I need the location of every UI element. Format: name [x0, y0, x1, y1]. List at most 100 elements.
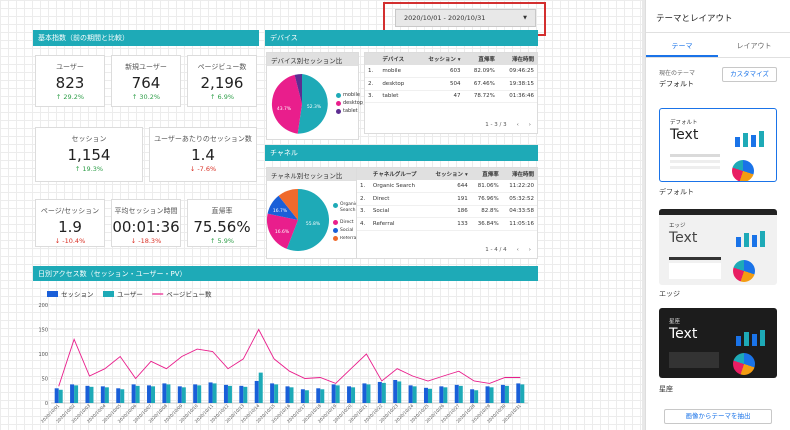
table-row[interactable]: 1. mobile 603 82.09% 09:46:25 [365, 65, 537, 78]
theme-thumb-sample: Text [670, 127, 699, 143]
bar-sessions [254, 380, 259, 403]
cell: tablet [379, 90, 415, 103]
bar-users [366, 384, 371, 403]
col-header[interactable]: 滞在時間 [501, 168, 537, 180]
col-header[interactable]: セッション ▾ [426, 168, 471, 180]
section-basic-header: 基本指数（前の期間と比較） [33, 30, 259, 46]
prev-page-icon[interactable]: ‹ [516, 122, 519, 128]
cell: 82.09% [463, 65, 498, 78]
bar-users [381, 382, 386, 403]
pie-slice-desktop [271, 74, 302, 134]
scorecard-pageviews[interactable]: ページビュー数 2,196 ↑ 6.9% [187, 55, 257, 107]
theme-thumb-default[interactable]: デフォルト Text [659, 108, 777, 182]
tab-layout[interactable]: レイアウト [736, 42, 772, 50]
bar-sessions [347, 386, 352, 403]
theme-thumb-bars [736, 330, 765, 346]
pie-label-social: 16.7% [273, 208, 288, 214]
bar-users [474, 390, 479, 403]
cell: 05:32:52 [501, 192, 537, 206]
scorecard-avg-session-duration[interactable]: 平均セッション時間 00:01:36 ↓ -18.3% [111, 199, 181, 247]
col-header[interactable]: デバイス [379, 53, 415, 65]
device-table-panel[interactable]: デバイス セッション ▾ 直帰率 滞在時間 1. mobile 603 82.0… [364, 52, 538, 134]
col-header[interactable]: 直帰率 [463, 53, 498, 65]
cell: desktop [379, 77, 415, 91]
bar-users [135, 385, 140, 403]
channel-table-panel[interactable]: チャネルグループ セッション ▾ 直帰率 滞在時間 1. Organic Sea… [356, 167, 538, 259]
daily-combo-chart[interactable]: セッション ユーザー ページビュー数2001501005002020/10/0120… [33, 283, 538, 430]
cell: 3. [365, 90, 380, 103]
scorecard-value: 00:01:36 [112, 218, 180, 236]
theme-thumb-edge[interactable]: エッジ Text [659, 209, 777, 285]
table-row[interactable]: 3. tablet 47 78.72% 01:36:46 [365, 90, 537, 103]
bar-users [274, 384, 279, 403]
bar-sessions [131, 384, 136, 403]
pie-label-organic: 55.8% [306, 221, 321, 227]
cell: Referral [369, 217, 427, 231]
cell: 603 [414, 65, 464, 78]
theme-thumb-name: 星座 [669, 319, 681, 325]
pie-label-desktop: 43.7% [277, 106, 292, 112]
scorecard-title: 新規ユーザー [125, 63, 167, 71]
bar-sessions [100, 386, 105, 403]
bar-sessions [362, 383, 367, 403]
next-page-icon[interactable]: › [528, 122, 531, 128]
extract-theme-button[interactable]: 画像からテーマを抽出 [664, 409, 772, 424]
bar-sessions [423, 387, 428, 403]
bar-users [258, 372, 263, 403]
bar-users [74, 385, 79, 403]
date-range-control[interactable]: 2020/10/01 - 2020/10/31 ▼ [395, 9, 536, 27]
scorecard-delta: ↓ -10.4% [54, 237, 86, 245]
dropdown-arrow-icon: ▼ [523, 15, 527, 21]
cell: 19:38:15 [497, 77, 537, 91]
prev-page-icon[interactable]: ‹ [516, 247, 519, 253]
scorecard-pages-per-session[interactable]: ページ/セッション 1.9 ↓ -10.4% [35, 199, 105, 247]
cell: mobile [379, 65, 415, 78]
channel-pie-panel[interactable]: チャネル別セッション比 55.8% 16.6% 16.7% Organic Se… [266, 167, 359, 259]
theme-thumb-constellation[interactable]: 星座 Text [659, 308, 777, 378]
col-header[interactable]: セッション ▾ [414, 53, 464, 65]
scorecard-bounce-rate[interactable]: 直帰率 75.56% ↑ 5.9% [187, 199, 257, 247]
bar-sessions [485, 386, 490, 403]
pie-slice-social [267, 195, 298, 220]
cell: Social [369, 205, 427, 218]
bar-sessions [193, 384, 198, 403]
bar-users [520, 384, 525, 403]
y-tick-label: 200 [38, 303, 48, 309]
table-row[interactable]: 1. Organic Search 644 81.06% 11:22:20 [357, 180, 537, 193]
cell: 76.96% [470, 192, 502, 206]
device-pie-panel[interactable]: デバイス別セッション比 52.3% 43.7% mobile desktop t… [266, 52, 363, 140]
table-row[interactable]: 4. Referral 133 36.84% 11:05:16 [357, 217, 537, 231]
scorecard-sessions[interactable]: セッション 1,154 ↑ 19.3% [35, 127, 143, 182]
scorecard-title: ユーザーあたりのセッション数 [154, 135, 252, 143]
bar-sessions [331, 384, 336, 403]
table-row[interactable]: 2. desktop 504 67.46% 19:38:15 [365, 77, 537, 91]
scorecard-sessions-per-user[interactable]: ユーザーあたりのセッション数 1.4 ↓ -7.6% [149, 127, 257, 182]
next-page-icon[interactable]: › [528, 247, 531, 253]
cell: 82.8% [470, 205, 502, 218]
pie-label-direct: 16.6% [275, 229, 290, 235]
legend-item: Direct [333, 218, 359, 226]
bar-users [227, 385, 232, 403]
scorecard-title: ユーザー [56, 63, 84, 71]
scorecard-users[interactable]: ユーザー 823 ↑ 29.2% [35, 55, 105, 107]
bar-users [151, 386, 156, 403]
customize-button[interactable]: カスタマイズ [722, 67, 777, 82]
table-row[interactable]: 2. Direct 191 76.96% 05:32:52 [357, 192, 537, 206]
scorecard-value: 2,196 [200, 74, 244, 92]
legend-label: Organic Search [340, 202, 358, 213]
col-header[interactable]: 直帰率 [470, 168, 502, 180]
col-header[interactable]: 滞在時間 [497, 53, 537, 65]
col-header[interactable]: チャネルグループ [369, 168, 427, 180]
bar-sessions [54, 388, 59, 403]
tab-theme[interactable]: テーマ [646, 38, 718, 57]
theme-thumb-name: エッジ [669, 223, 686, 229]
bar-users [397, 381, 402, 403]
scorecard-new-users[interactable]: 新規ユーザー 764 ↑ 30.2% [111, 55, 181, 107]
cell: 36.84% [470, 217, 502, 231]
legend-item: Social [333, 226, 359, 234]
channel-pie-title: チャネル別セッション比 [267, 168, 358, 181]
bar-users [458, 385, 463, 403]
table-row[interactable]: 3. Social 186 82.8% 04:33:58 [357, 205, 537, 218]
scorecard-value: 1,154 [67, 146, 111, 164]
scorecard-delta: ↑ 6.9% [209, 93, 235, 101]
